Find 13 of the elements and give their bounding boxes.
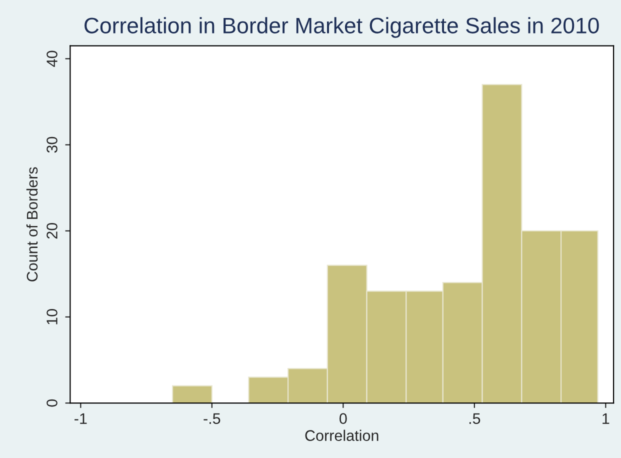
x-tick-label: -.5 <box>204 413 220 424</box>
y-tick-label: 0 <box>46 399 58 407</box>
y-tick-label: 40 <box>46 50 58 67</box>
y-tick-label: 30 <box>46 136 58 153</box>
x-tick-label: 1 <box>602 413 610 424</box>
x-tick-label: 0 <box>340 413 347 424</box>
y-axis-title: Count of Borders <box>26 167 38 282</box>
y-tick-label: 20 <box>46 222 58 239</box>
x-tick-label: .5 <box>469 413 480 424</box>
chart-title: Correlation in Border Market Cigarette Sales in 2010 <box>84 17 599 38</box>
x-axis-title: Correlation <box>305 430 378 442</box>
y-tick-label: 10 <box>46 309 58 324</box>
x-tick-label: -1 <box>74 413 87 424</box>
